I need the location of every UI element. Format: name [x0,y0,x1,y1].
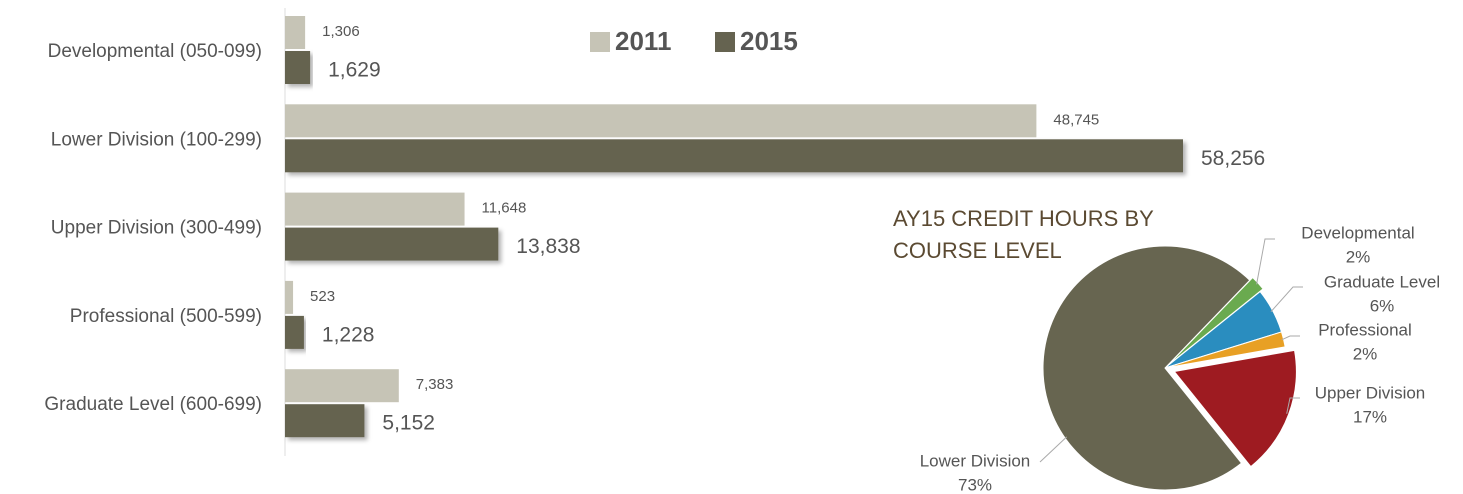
pie-slice [1167,276,1264,366]
bar [285,104,1037,138]
value-label: 13,838 [516,235,580,258]
category-label: Graduate Level (600-699) [44,394,262,415]
category-label: Professional (500-599) [70,306,262,327]
leader-line [1039,436,1068,463]
pie-label: Upper Division [1315,383,1426,402]
value-label: 1,306 [322,23,360,40]
value-label: 11,648 [482,200,527,217]
legend-label: 2011 [615,26,671,56]
category-label: Upper Division (300-499) [51,218,262,239]
pie-slice [1042,245,1251,491]
pie-title: AY15 CREDIT HOURS BY COURSE LEVEL [893,206,1154,263]
pie-label: Lower Division [920,451,1031,470]
pie-value: 2% [1346,247,1371,266]
bar [285,51,311,84]
value-label: 1,228 [322,323,375,346]
leader-line [1286,397,1300,414]
value-label: 7,383 [416,376,454,393]
leader-line [1281,335,1300,341]
leader-line [1256,238,1275,285]
pie-label: Professional [1318,320,1412,339]
pie-label: Graduate Level [1324,272,1440,291]
value-label: 48,745 [1053,111,1099,128]
pie-value: 6% [1370,296,1395,315]
value-label: 58,256 [1201,147,1265,170]
category-label: Lower Division (100-299) [51,129,262,150]
leader-line [1270,286,1303,312]
bar [285,227,499,261]
bar [285,315,304,349]
legend-label: 2015 [740,26,798,56]
category-label: Developmental (050-099) [48,41,262,62]
pie-label: Developmental [1301,223,1414,242]
pie-slice [1173,349,1297,468]
bar [285,404,365,438]
bar [285,369,399,403]
value-label: 5,152 [382,412,435,435]
bar [285,280,294,314]
value-label: 1,629 [328,59,381,82]
pie-value: 2% [1353,344,1378,363]
value-label: 523 [310,288,335,305]
bar [285,16,306,49]
bar [285,139,1183,173]
bar [285,192,465,226]
legend-swatch [590,32,610,52]
pie-value: 73% [958,475,992,494]
legend-swatch [715,32,735,52]
pie-value: 17% [1353,407,1387,426]
